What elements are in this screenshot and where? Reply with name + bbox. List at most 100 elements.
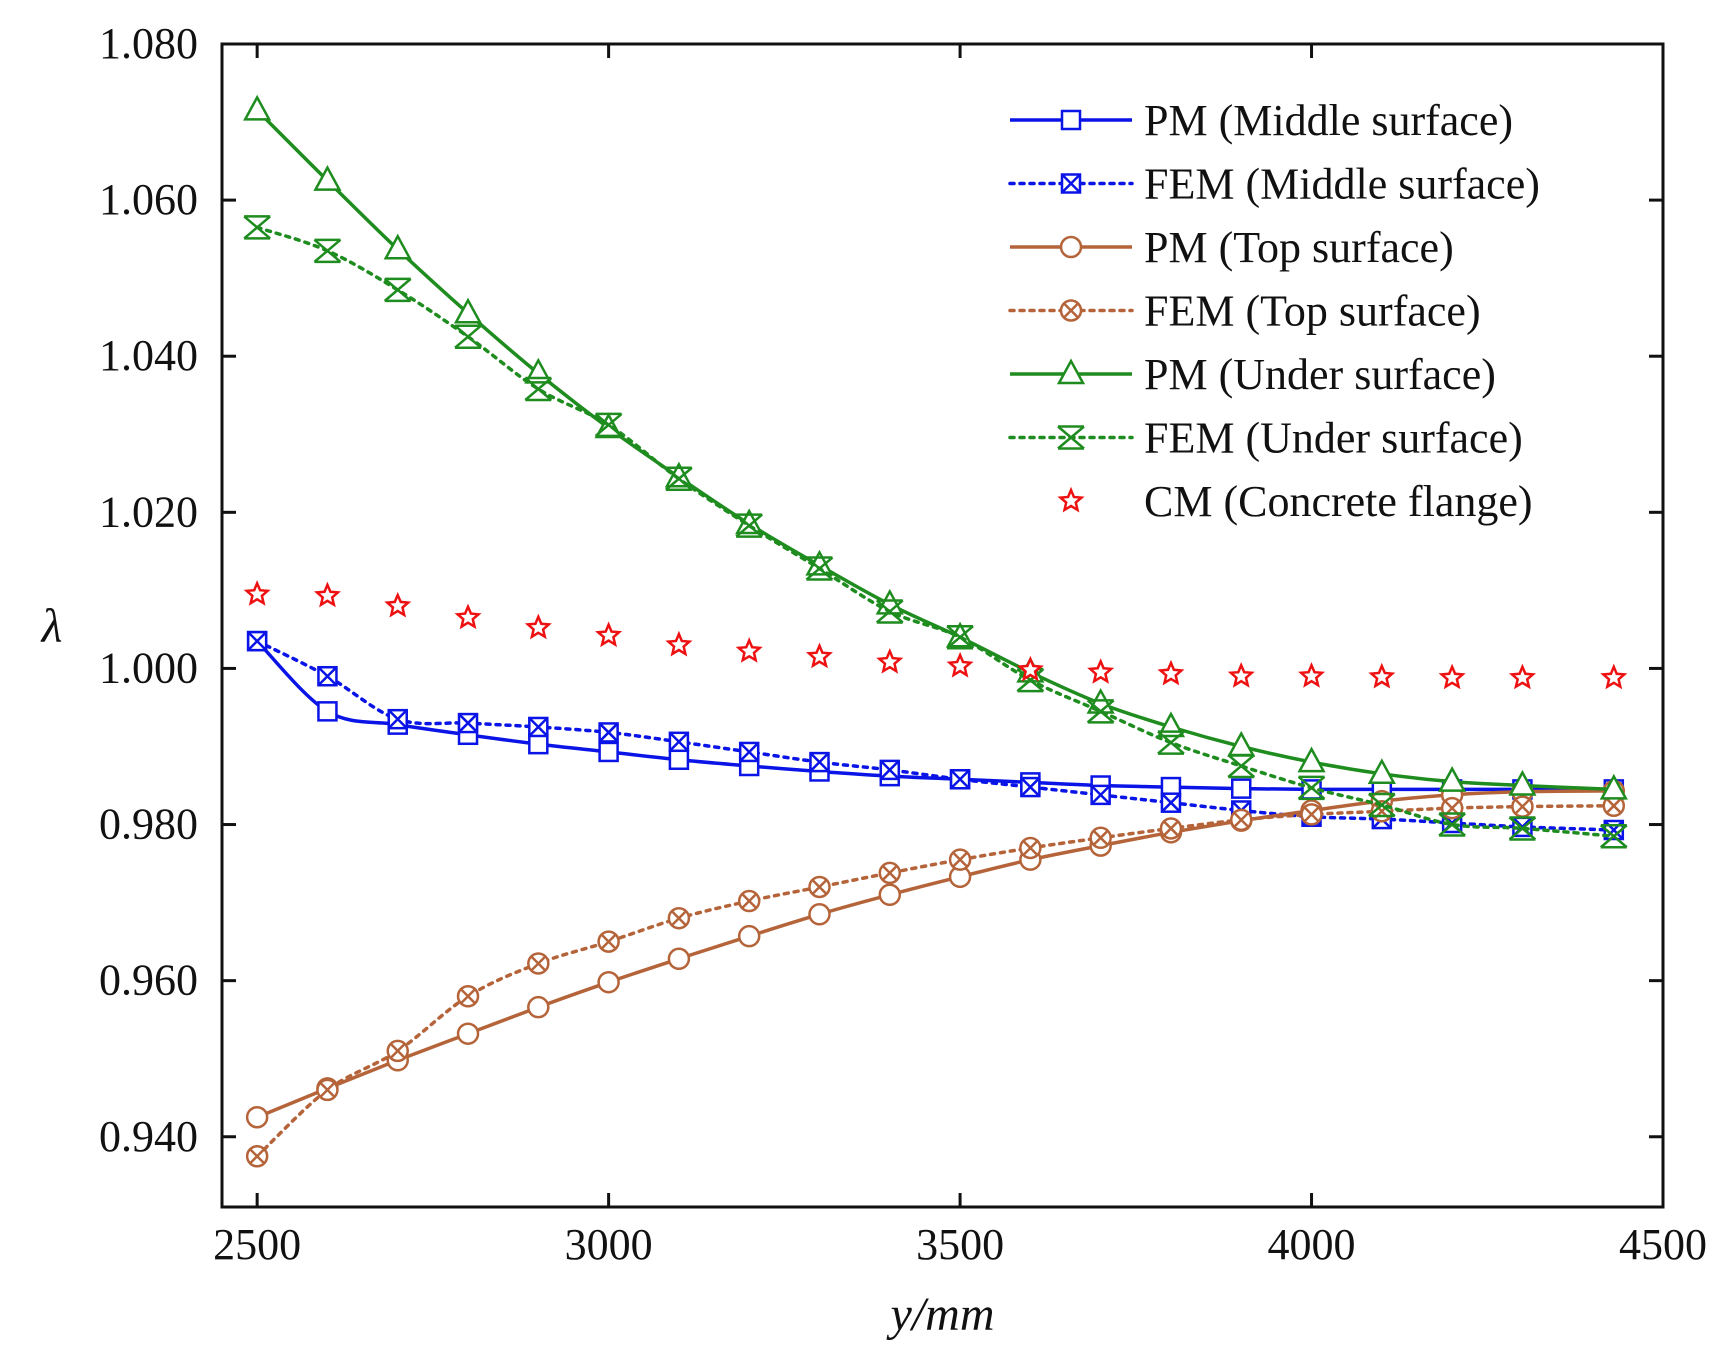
data-point: [805, 642, 833, 669]
data-point: [667, 906, 691, 930]
data-point: [243, 215, 271, 240]
legend-entry: PM (Top surface): [1010, 223, 1454, 272]
x-tick-label: 3000: [565, 1220, 653, 1269]
data-point: [1160, 792, 1182, 813]
data-point: [245, 1105, 269, 1129]
legend-entry: FEM (Under surface): [1008, 414, 1523, 463]
data-point: [1229, 808, 1253, 832]
data-point: [245, 1145, 269, 1168]
legend-label: CM (Concrete flange): [1144, 477, 1533, 526]
legend-marker: [1059, 299, 1083, 322]
data-point: [665, 466, 693, 492]
data-point: [1157, 730, 1185, 755]
data-point: [1016, 655, 1044, 682]
data-point: [808, 903, 831, 926]
data-point: [1230, 778, 1252, 799]
data-point: [597, 970, 620, 994]
legend-marker: [1056, 358, 1086, 385]
legend-marker: [1059, 235, 1083, 259]
data-point: [808, 875, 831, 899]
data-point: [1438, 765, 1467, 792]
x-tick-label: 4500: [1619, 1220, 1707, 1269]
data-point: [528, 733, 549, 755]
data-point: [1019, 836, 1042, 860]
data-point: [246, 630, 268, 652]
data-point: [384, 591, 412, 618]
legend: PM (Middle surface) FEM (Middle surface) P…: [1008, 96, 1540, 526]
data-point: [1511, 795, 1534, 818]
data-point: [524, 613, 552, 640]
data-point: [383, 233, 412, 260]
data-point: [1368, 792, 1396, 818]
legend-entry: FEM (Top surface): [1008, 287, 1481, 336]
data-point: [876, 648, 904, 674]
legend-label: FEM (Middle surface): [1144, 160, 1540, 209]
data-point: [949, 769, 971, 790]
data-point: [1159, 817, 1183, 840]
axis-layer: 2500 3000 3500 4000 4500 0.940 0.960 0.980 1.000…: [99, 19, 1707, 1269]
data-point: [1297, 746, 1326, 773]
legend-marker: [1057, 486, 1085, 513]
y-tick-label: 1.020: [99, 487, 198, 536]
y-tick-label: 1.000: [99, 643, 198, 692]
data-point: [1020, 776, 1041, 798]
legend-label: PM (Top surface): [1144, 223, 1454, 272]
data-point: [878, 883, 902, 907]
legend-label: FEM (Top surface): [1144, 287, 1481, 336]
legend-label: PM (Middle surface): [1144, 96, 1513, 145]
data-point: [1227, 661, 1255, 688]
data-point: [667, 947, 691, 971]
data-point: [528, 716, 549, 738]
data-point: [1086, 699, 1115, 724]
data-point: [524, 376, 553, 402]
legend-entry: FEM (Middle surface): [1008, 160, 1540, 209]
data-point: [738, 741, 760, 763]
data-point: [316, 1078, 339, 1102]
data-point: [1600, 663, 1628, 690]
y-tick-label: 1.040: [99, 331, 198, 380]
y-axis-title: λ: [40, 600, 63, 653]
data-point: [946, 651, 974, 678]
data-point: [1368, 662, 1396, 689]
data-point: [668, 749, 690, 771]
data-point: [313, 164, 342, 191]
data-point: [878, 861, 902, 885]
data-point: [456, 985, 480, 1008]
series-layer: [243, 94, 1628, 1168]
data-point: [1599, 773, 1628, 800]
data-point: [1157, 659, 1185, 686]
data-point: [313, 238, 342, 264]
data-point: [735, 637, 763, 663]
data-point: [1438, 663, 1466, 690]
y-tick-label: 0.940: [99, 1112, 198, 1161]
data-point: [1602, 794, 1626, 818]
legend-entry: PM (Under surface): [1010, 350, 1496, 399]
data-point: [454, 324, 482, 349]
data-point: [1090, 784, 1111, 806]
data-point: [1508, 816, 1537, 841]
data-point: [1508, 663, 1536, 690]
legend-entry: PM (Middle surface): [1010, 96, 1513, 145]
data-point: [735, 513, 764, 538]
data-point: [317, 665, 338, 687]
data-point: [879, 759, 901, 781]
series-6: [243, 580, 1628, 690]
legend-label: PM (Under surface): [1144, 350, 1496, 399]
legend-marker: [1057, 425, 1085, 450]
data-point: [1440, 796, 1464, 820]
data-point: [243, 580, 271, 606]
data-point: [1300, 803, 1323, 826]
data-point: [456, 1022, 480, 1045]
y-tick-label: 1.080: [99, 19, 198, 68]
data-point: [668, 731, 690, 753]
data-point: [1297, 775, 1326, 801]
data-point: [1298, 661, 1326, 688]
data-point: [737, 889, 761, 913]
x-tick-label: 4000: [1268, 1220, 1356, 1269]
data-point: [1599, 823, 1628, 849]
data-point: [805, 556, 834, 581]
data-point: [665, 630, 693, 657]
data-point: [454, 603, 482, 630]
data-point: [1087, 658, 1115, 684]
